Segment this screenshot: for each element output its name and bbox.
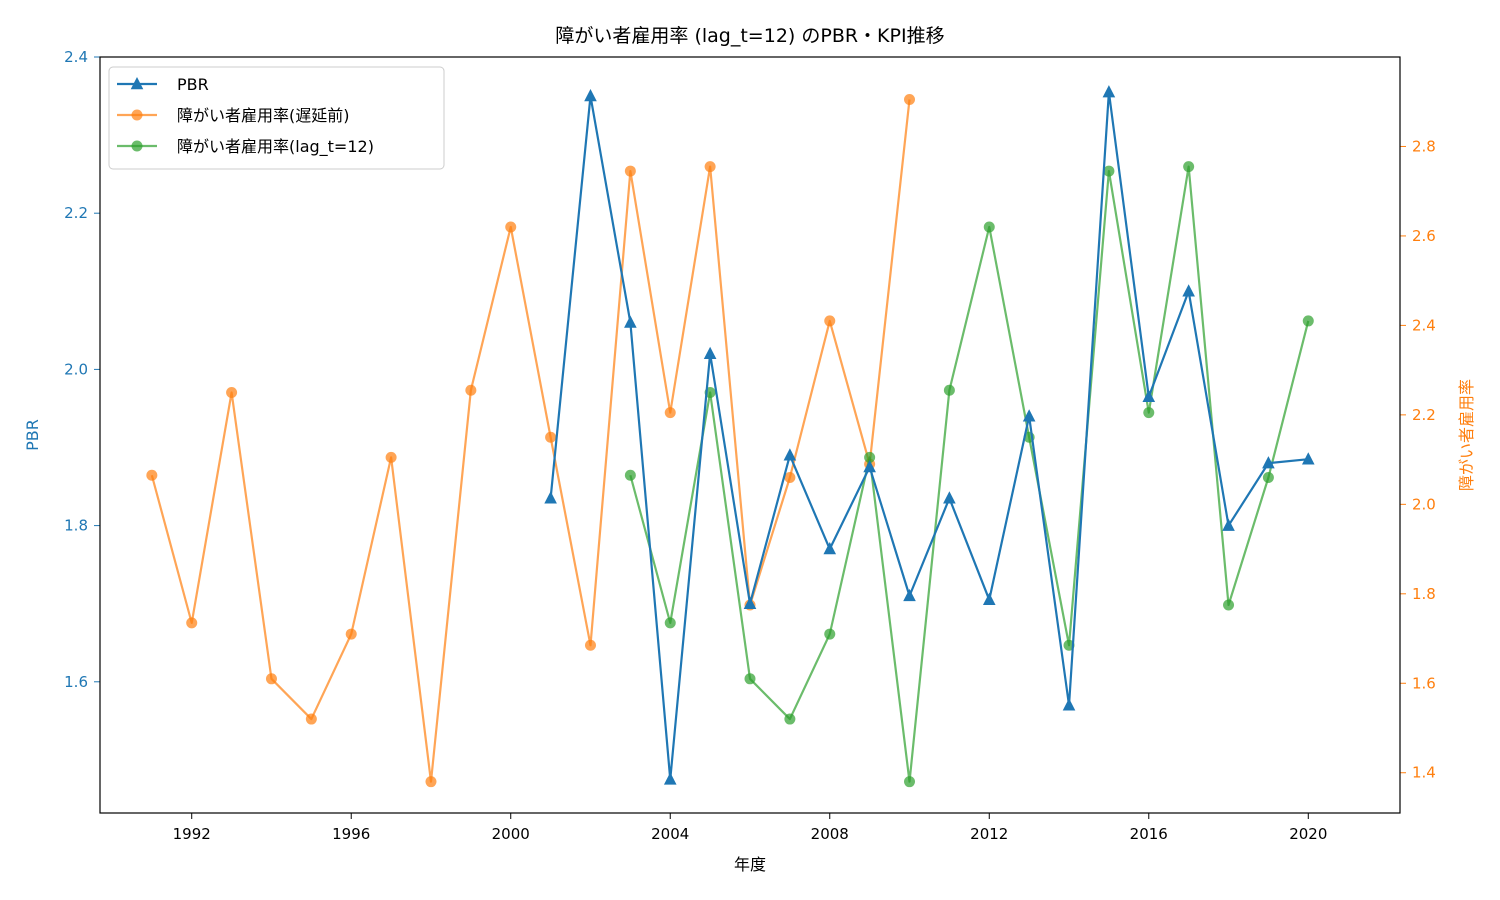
data-point: [624, 165, 636, 177]
data-point: [943, 491, 956, 504]
legend-item: 障がい者雇用率(遅延前): [117, 106, 350, 125]
data-point: [824, 628, 836, 640]
right-y-tick-label: 1.6: [1412, 674, 1436, 692]
data-point: [1182, 284, 1195, 297]
right-y-tick-label: 1.8: [1412, 585, 1436, 603]
legend-label: 障がい者雇用率(遅延前): [177, 106, 350, 125]
chart-title: 障がい者雇用率 (lag_t=12) のPBR・KPI推移: [555, 25, 944, 47]
x-tick-label: 2016: [1130, 825, 1168, 843]
data-point: [743, 596, 757, 609]
legend: PBR 障がい者雇用率(遅延前) 障がい者雇用率(lag_t=12): [108, 66, 445, 170]
data-point: [1262, 471, 1274, 483]
x-tick-label: 1992: [173, 825, 211, 843]
series-1: [146, 93, 916, 788]
data-point: [1103, 165, 1115, 177]
data-point: [904, 776, 916, 788]
data-point: [1223, 599, 1235, 611]
data-point: [1102, 85, 1116, 98]
legend-label: PBR: [177, 75, 209, 94]
data-point: [385, 451, 397, 463]
data-point: [823, 542, 837, 555]
data-point: [863, 460, 876, 473]
data-point: [943, 384, 955, 396]
data-point: [664, 617, 676, 629]
data-point: [146, 469, 158, 481]
data-point: [704, 161, 716, 173]
left-y-tick-label: 1.8: [64, 517, 88, 535]
data-point: [186, 617, 198, 629]
data-point: [305, 713, 317, 725]
data-point: [584, 639, 596, 651]
legend-marker: [131, 140, 143, 152]
x-tick-label: 2000: [492, 825, 530, 843]
series-layer: [146, 85, 1315, 788]
data-point: [1143, 407, 1155, 419]
right-y-axis-title: 障がい者雇用率: [1457, 379, 1476, 491]
data-point: [505, 221, 517, 233]
data-point: [903, 588, 916, 602]
right-y-tick-label: 2.0: [1412, 495, 1436, 513]
legend-box: [108, 66, 445, 170]
data-point: [744, 673, 756, 685]
data-point: [983, 221, 995, 233]
series-line: [150, 99, 911, 783]
legend-marker: [130, 77, 144, 90]
series-2: [624, 161, 1314, 788]
data-point: [1302, 315, 1314, 327]
data-point: [1301, 452, 1315, 465]
legend-item: 障がい者雇用率(lag_t=12): [117, 137, 374, 157]
right-y-tick-label: 2.4: [1412, 316, 1436, 334]
legend-item: PBR: [117, 75, 209, 94]
data-point: [465, 384, 477, 396]
legend-marker: [131, 109, 143, 121]
series-line: [629, 165, 1310, 783]
data-point: [1222, 518, 1235, 531]
series-0: [544, 85, 1315, 785]
data-point: [1183, 161, 1195, 173]
x-tick-label: 1996: [332, 825, 370, 843]
plot-frame: [99, 56, 1401, 814]
data-point: [982, 592, 996, 606]
axis-ticks: 1992 1996 2000 2004 2008 2012 2016 2020 1.6 1.8 2.…: [64, 48, 1436, 843]
x-tick-label: 2020: [1289, 825, 1327, 843]
x-tick-label: 2008: [811, 825, 849, 843]
data-point: [425, 776, 437, 788]
data-point: [783, 448, 797, 461]
legend-label: 障がい者雇用率(lag_t=12): [177, 137, 374, 157]
data-point: [784, 713, 796, 725]
data-point: [265, 673, 277, 685]
data-point: [824, 315, 836, 327]
data-point: [226, 387, 238, 399]
data-point: [1022, 409, 1036, 422]
data-point: [864, 451, 876, 463]
data-point: [904, 93, 916, 105]
right-y-tick-label: 1.4: [1412, 764, 1436, 782]
left-y-axis-title: PBR: [23, 419, 42, 451]
data-point: [584, 89, 597, 102]
data-point: [1262, 456, 1275, 469]
data-point: [544, 491, 557, 504]
data-point: [664, 407, 676, 419]
left-y-tick-label: 1.6: [64, 673, 88, 691]
data-point: [1142, 389, 1156, 402]
x-tick-label: 2004: [651, 825, 689, 843]
left-y-tick-label: 2.0: [64, 360, 88, 378]
series-line: [549, 91, 1309, 781]
data-point: [784, 471, 796, 483]
data-point: [624, 315, 637, 328]
data-point: [624, 469, 636, 481]
data-point: [345, 628, 357, 640]
data-point: [545, 431, 557, 443]
right-y-tick-label: 2.6: [1412, 227, 1436, 245]
data-point: [703, 346, 717, 360]
x-axis-title: 年度: [734, 855, 766, 874]
left-y-tick-label: 2.4: [64, 48, 88, 66]
data-point: [663, 772, 677, 785]
left-y-tick-label: 2.2: [64, 204, 88, 222]
data-point: [1062, 698, 1076, 711]
x-tick-label: 2012: [970, 825, 1008, 843]
right-y-tick-label: 2.2: [1412, 406, 1436, 424]
right-y-tick-label: 2.8: [1412, 137, 1436, 155]
